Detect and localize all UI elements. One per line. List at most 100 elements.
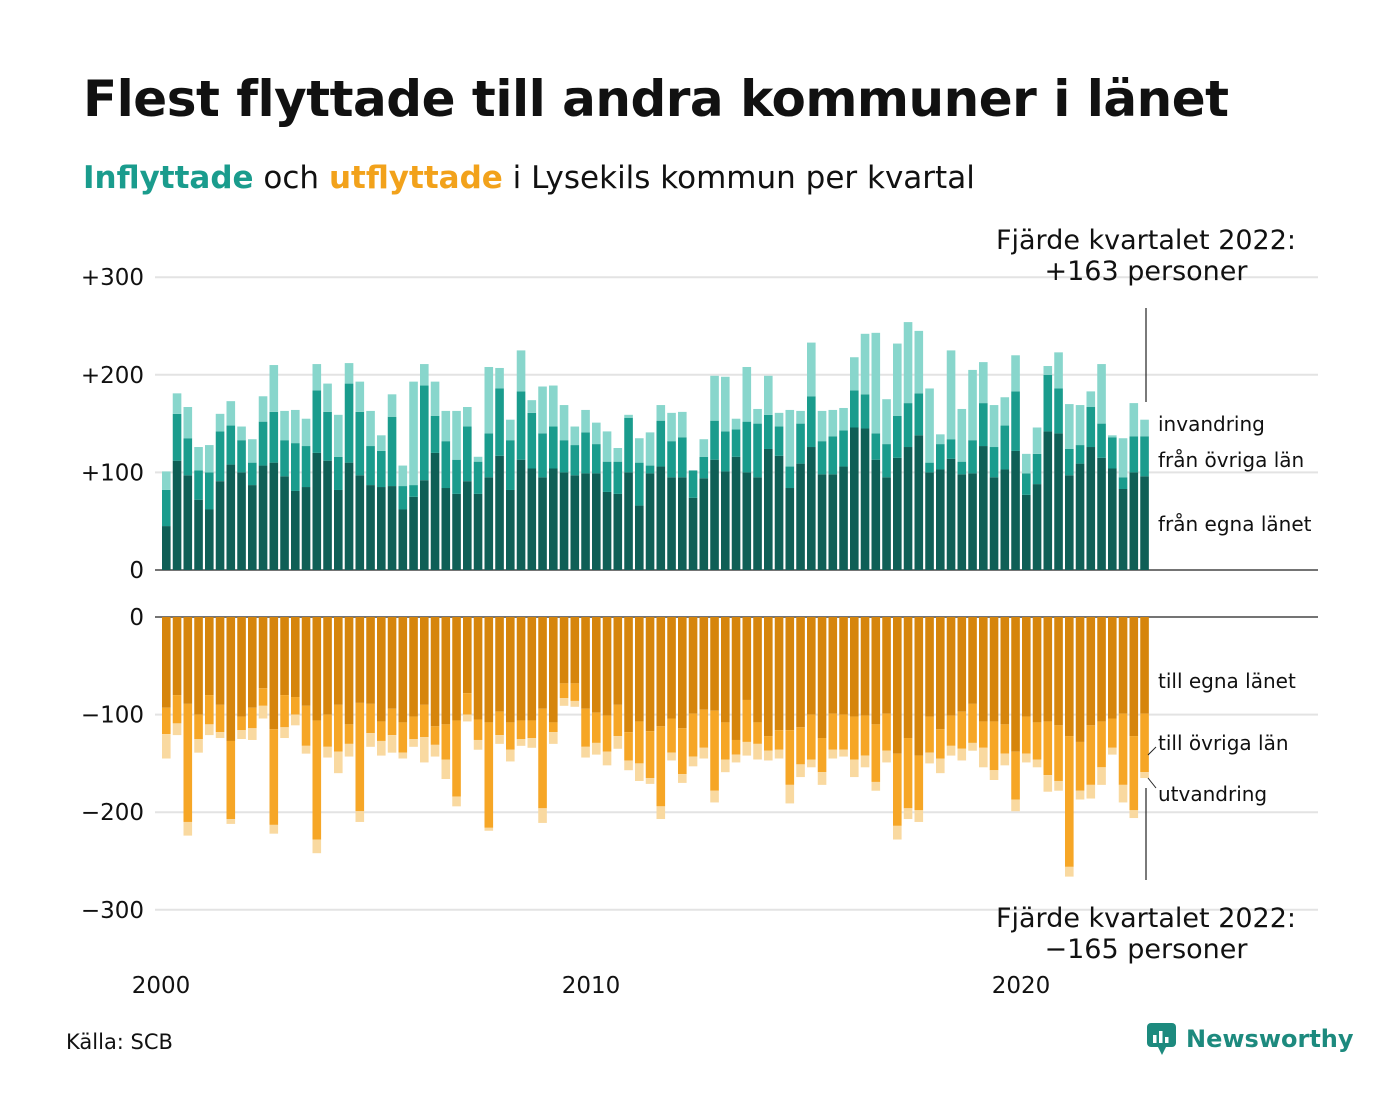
- bar-out-2: [237, 730, 246, 739]
- bar-out-2: [334, 751, 343, 774]
- bar-out-2: [1129, 810, 1139, 819]
- bar-out-0: [957, 617, 967, 712]
- bar-out-2: [968, 742, 977, 751]
- bar-in-1: [355, 411, 365, 476]
- bar-in-1: [301, 446, 311, 488]
- bar-out-0: [828, 617, 838, 714]
- bar-out-2: [463, 714, 472, 722]
- bar-in-0: [570, 475, 580, 570]
- bar-out-2: [592, 742, 601, 755]
- bar-in-2: [516, 350, 526, 392]
- series-label-in: från övriga län: [1158, 448, 1304, 472]
- bar-out-2: [678, 774, 687, 783]
- bar-in-2: [1022, 453, 1031, 474]
- bar-in-1: [688, 470, 698, 498]
- bar-out-1: [312, 720, 322, 840]
- bar-in-1: [237, 440, 246, 473]
- bar-out-1: [1118, 713, 1128, 785]
- bar-in-0: [624, 472, 633, 570]
- bar-in-1: [731, 429, 741, 457]
- leader-line: [1147, 746, 1157, 756]
- bar-out-0: [237, 617, 246, 717]
- newsworthy-logo: Newsworthy: [1146, 1022, 1354, 1056]
- bar-in-0: [850, 427, 859, 570]
- bar-in-2: [667, 412, 676, 442]
- bar-in-0: [495, 455, 504, 570]
- bar-out-1: [377, 721, 386, 741]
- bar-in-0: [645, 473, 655, 570]
- bar-in-0: [721, 471, 730, 570]
- bar-out-1: [570, 683, 580, 701]
- bar-in-0: [473, 493, 483, 570]
- bar-out-1: [613, 704, 623, 737]
- bar-out-2: [828, 749, 838, 759]
- bar-in-0: [258, 465, 268, 570]
- bar-in-2: [248, 439, 257, 463]
- bar-in-2: [291, 409, 300, 444]
- bar-in-2: [817, 410, 827, 442]
- bar-in-0: [334, 489, 343, 570]
- subtitle-rest: i Lysekils kommun per kvartal: [502, 160, 975, 196]
- bar-out-0: [796, 617, 805, 728]
- bar-out-0: [269, 617, 279, 730]
- bar-in-2: [635, 438, 644, 463]
- bar-out-2: [366, 733, 375, 747]
- bar-in-1: [506, 440, 515, 490]
- bar-in-0: [538, 477, 547, 570]
- bar-in-0: [592, 473, 601, 570]
- bar-out-1: [538, 708, 547, 809]
- bar-out-0: [979, 617, 988, 722]
- bar-out-2: [538, 808, 547, 823]
- bar-out-1: [936, 729, 945, 759]
- bar-out-0: [323, 617, 332, 715]
- bar-in-2: [957, 408, 967, 462]
- bar-in-1: [893, 415, 902, 458]
- bar-out-0: [678, 617, 687, 729]
- bar-out-1: [387, 708, 397, 736]
- bar-in-2: [527, 400, 537, 413]
- bar-in-1: [344, 383, 354, 463]
- bar-out-1: [731, 739, 741, 755]
- bar-out-2: [989, 770, 999, 780]
- bar-out-2: [721, 759, 730, 773]
- bar-out-2: [495, 735, 504, 744]
- bar-out-0: [893, 617, 902, 754]
- bar-in-2: [1118, 438, 1128, 478]
- bar-in-1: [516, 391, 526, 460]
- bar-in-1: [570, 445, 580, 476]
- bar-in-1: [850, 390, 859, 428]
- bar-in-2: [710, 375, 719, 421]
- bar-in-2: [1086, 391, 1096, 408]
- bar-in-1: [871, 433, 881, 460]
- bar-out-2: [1032, 759, 1042, 768]
- bar-in-0: [355, 475, 365, 570]
- bars-utflyttade: [162, 617, 1149, 877]
- bar-out-1: [301, 705, 311, 746]
- bar-in-2: [1054, 352, 1063, 389]
- bar-in-1: [678, 437, 687, 478]
- subtitle-inflyttade: Inflyttade: [83, 160, 254, 196]
- bar-in-2: [979, 362, 988, 404]
- bar-in-1: [613, 461, 623, 494]
- bar-out-1: [699, 709, 709, 748]
- bar-out-0: [334, 617, 343, 705]
- bar-out-2: [602, 751, 612, 766]
- bar-out-1: [828, 713, 838, 750]
- bar-in-0: [301, 487, 311, 570]
- bar-out-0: [688, 617, 698, 714]
- bar-out-1: [989, 721, 999, 771]
- bar-out-2: [172, 723, 182, 736]
- bar-out-1: [258, 688, 268, 706]
- bar-in-0: [1108, 468, 1117, 570]
- bar-out-1: [764, 736, 773, 751]
- bar-in-1: [753, 423, 762, 478]
- bar-in-0: [1032, 484, 1042, 570]
- bar-out-2: [699, 747, 709, 759]
- series-labels: invandring från övriga län från egna länet…: [1147, 412, 1312, 806]
- bar-out-0: [903, 617, 913, 739]
- bar-in-0: [893, 457, 902, 570]
- bar-out-1: [882, 713, 891, 751]
- bar-in-1: [796, 423, 805, 464]
- bar-in-2: [645, 432, 655, 466]
- bar-out-1: [1000, 724, 1010, 754]
